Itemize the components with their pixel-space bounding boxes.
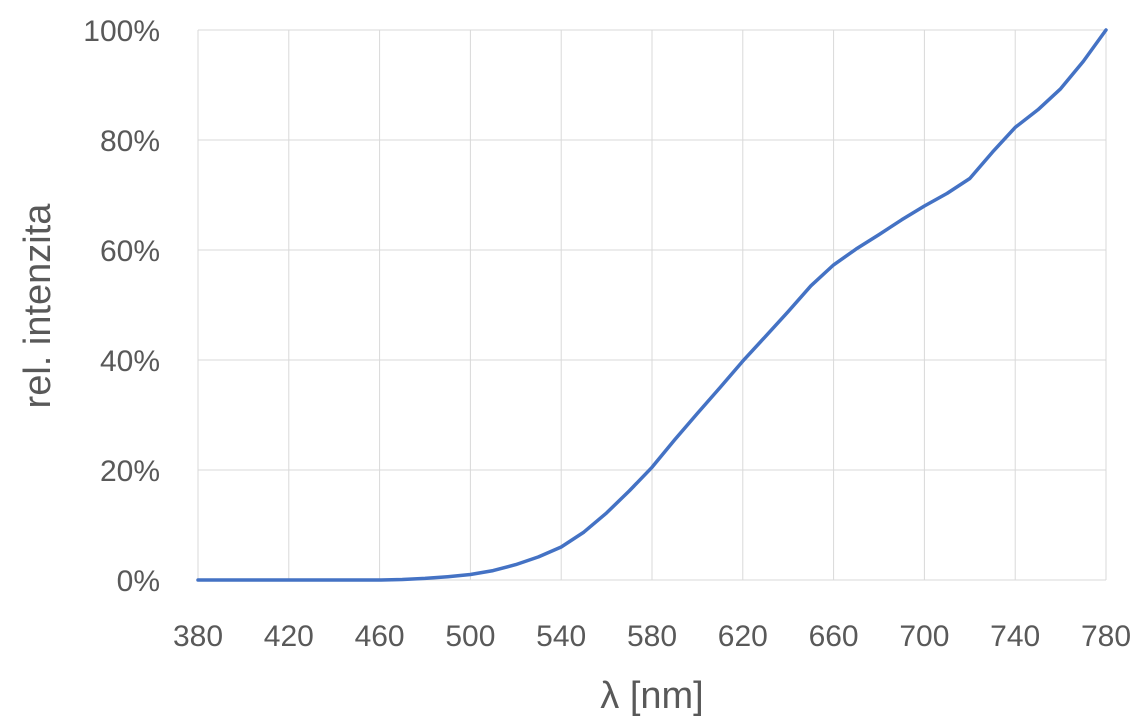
x-tick-label: 700 (899, 620, 949, 653)
y-tick-label: 80% (100, 125, 160, 158)
x-axis-title: λ [nm] (600, 675, 703, 717)
y-tick-label: 60% (100, 235, 160, 268)
x-axis-tick-labels: 380 420 460 500 540 580 620 660 700 740 780 (173, 620, 1131, 653)
series-line (196, 28, 1108, 582)
y-axis-title: rel. intenzita (17, 203, 59, 409)
x-tick-label: 580 (627, 620, 677, 653)
gridlines (197, 29, 1107, 581)
x-tick-label: 380 (173, 620, 223, 653)
x-tick-label: 740 (990, 620, 1040, 653)
x-tick-label: 500 (445, 620, 495, 653)
y-tick-label: 40% (100, 345, 160, 378)
series-layer (196, 28, 1108, 582)
x-tick-label: 620 (718, 620, 768, 653)
y-tick-label: 100% (83, 15, 160, 48)
y-axis-tick-labels: 0% 20% 40% 60% 80% 100% (83, 15, 160, 598)
x-tick-label: 540 (536, 620, 586, 653)
x-tick-label: 460 (355, 620, 405, 653)
y-tick-label: 20% (100, 455, 160, 488)
y-tick-label: 0% (117, 565, 160, 598)
x-tick-label: 780 (1081, 620, 1131, 653)
x-tick-label: 420 (264, 620, 314, 653)
x-tick-label: 660 (809, 620, 859, 653)
